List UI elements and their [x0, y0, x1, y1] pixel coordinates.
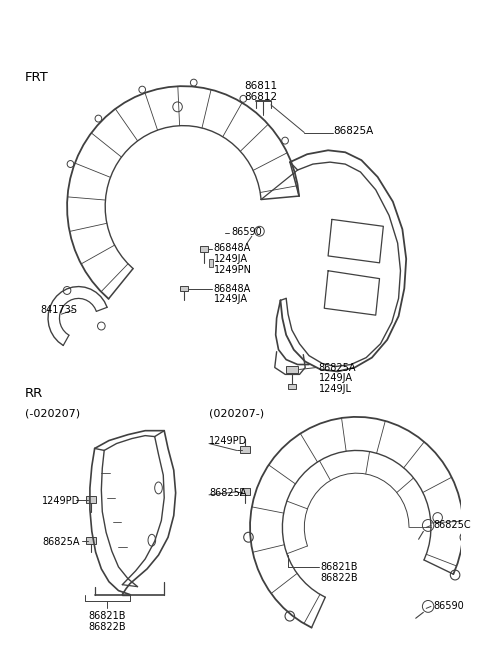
Circle shape [433, 513, 443, 523]
Text: 1249PD: 1249PD [42, 496, 81, 506]
Text: 86590: 86590 [231, 227, 262, 237]
Text: 86812: 86812 [244, 92, 277, 102]
Circle shape [97, 322, 105, 330]
Text: (020207-): (020207-) [209, 409, 264, 419]
Text: 86825A: 86825A [209, 488, 247, 498]
Bar [86, 537, 96, 544]
Text: 1249PD: 1249PD [209, 436, 247, 445]
Bar [286, 365, 298, 373]
Text: 86822B: 86822B [88, 622, 126, 632]
Bar [240, 447, 250, 453]
Text: 1249JL: 1249JL [319, 384, 351, 394]
Text: FRT: FRT [25, 71, 49, 84]
Bar [240, 488, 250, 495]
Text: 86825C: 86825C [433, 519, 470, 529]
Bar [288, 384, 296, 389]
Circle shape [282, 137, 288, 144]
Circle shape [255, 227, 264, 236]
Circle shape [67, 160, 74, 168]
Text: 1249JA: 1249JA [319, 373, 352, 383]
Text: 86825A: 86825A [319, 363, 356, 373]
Circle shape [63, 286, 71, 295]
Text: RR: RR [25, 387, 43, 400]
Circle shape [173, 102, 182, 112]
Circle shape [95, 115, 102, 122]
Text: 86811: 86811 [244, 81, 277, 91]
Text: 86825A: 86825A [42, 537, 80, 548]
Bar [86, 496, 96, 503]
Bar [180, 286, 188, 291]
Text: 1249JA: 1249JA [214, 295, 248, 305]
Text: 86821B: 86821B [88, 611, 126, 622]
Text: 1249JA: 1249JA [214, 254, 248, 264]
Circle shape [191, 79, 197, 86]
Text: 84173S: 84173S [40, 305, 77, 315]
Circle shape [450, 570, 460, 580]
Text: 86848A: 86848A [214, 243, 251, 253]
Text: 86821B: 86821B [321, 562, 358, 572]
Circle shape [244, 533, 253, 542]
Circle shape [139, 86, 145, 93]
Circle shape [422, 519, 434, 531]
Text: 1249PN: 1249PN [214, 265, 252, 275]
Circle shape [240, 96, 247, 102]
Ellipse shape [148, 534, 156, 546]
Text: 86848A: 86848A [214, 284, 251, 293]
Text: 86590: 86590 [433, 601, 464, 612]
Text: 86822B: 86822B [321, 573, 358, 583]
Ellipse shape [155, 482, 162, 494]
Bar [201, 246, 208, 252]
Circle shape [422, 601, 434, 612]
Text: (-020207): (-020207) [25, 409, 80, 419]
Bar [209, 259, 213, 267]
Text: 86825A: 86825A [333, 126, 373, 136]
Circle shape [285, 611, 295, 621]
Circle shape [460, 533, 469, 542]
